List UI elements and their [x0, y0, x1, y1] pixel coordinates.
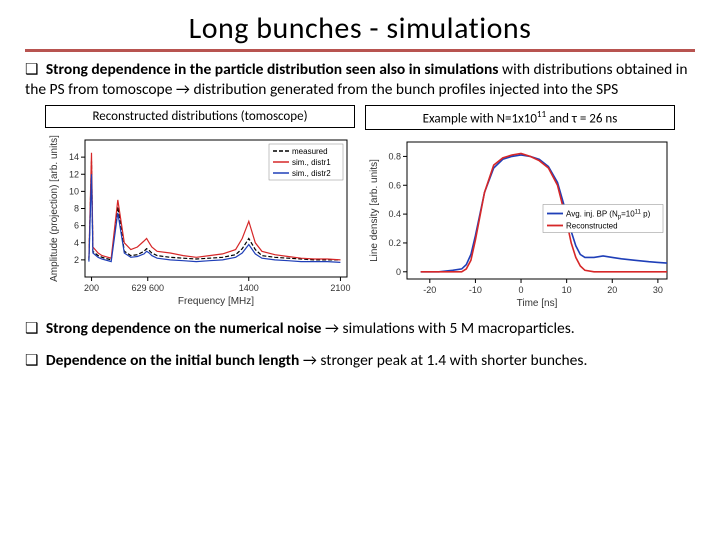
svg-text:Time [ns]: Time [ns]: [517, 298, 558, 309]
bullet-2-bold: Strong dependence on the numerical noise: [46, 319, 322, 338]
bullet-2-rest: → simulations with 5 M macroparticles.: [321, 319, 574, 338]
svg-text:sim., distr2: sim., distr2: [292, 169, 331, 178]
svg-text:12: 12: [69, 169, 79, 179]
svg-text:30: 30: [653, 285, 663, 295]
svg-text:Amplitude (projection) [arb. u: Amplitude (projection) [arb. units]: [49, 135, 60, 282]
bullet-marker-2: ❑: [25, 320, 42, 338]
slide-title: Long bunches - simulations: [25, 10, 695, 52]
right-caption-sup: 11: [537, 109, 546, 120]
bullet-1: ❑ Strong dependence in the particle dist…: [25, 60, 695, 99]
svg-text:Line density [arb. units]: Line density [arb. units]: [369, 159, 380, 262]
charts-row: Reconstructed distributions (tomoscope) …: [45, 105, 675, 309]
svg-text:1400: 1400: [239, 283, 259, 293]
right-chart-svg: 0 0.2 0.4 0.6 0.8 -20 -10 0 10 20 30 Time [ns] Line …: [365, 134, 675, 309]
bullet-marker-3: ❑: [25, 352, 42, 370]
bullet-marker-1: ❑: [25, 61, 42, 79]
svg-text:-10: -10: [469, 285, 482, 295]
svg-text:0.6: 0.6: [388, 181, 401, 191]
left-chart-caption: Reconstructed distributions (tomoscope): [45, 105, 355, 128]
svg-text:20: 20: [607, 285, 617, 295]
left-chart-area: 2 4 6 8 10 12 14 200 629 600 1400 2100 Frequency [M…: [45, 132, 355, 307]
svg-text:measured: measured: [292, 147, 328, 156]
right-chart-box: Example with N=1x1011 and τ = 26 ns 0 0.2…: [365, 105, 675, 309]
svg-text:10: 10: [562, 285, 572, 295]
right-chart-caption: Example with N=1x1011 and τ = 26 ns: [365, 105, 675, 130]
right-caption-suffix: and τ = 26 ns: [546, 111, 617, 126]
left-chart-box: Reconstructed distributions (tomoscope) …: [45, 105, 355, 309]
svg-text:2: 2: [74, 255, 79, 265]
svg-text:0.2: 0.2: [388, 238, 401, 248]
bullet-3-bold: Dependence on the initial bunch length: [46, 351, 299, 370]
svg-text:4: 4: [74, 238, 79, 248]
svg-text:2100: 2100: [330, 283, 350, 293]
svg-text:-20: -20: [423, 285, 436, 295]
right-chart-area: 0 0.2 0.4 0.6 0.8 -20 -10 0 10 20 30 Time [ns] Line …: [365, 134, 675, 309]
bullet-3: ❑ Dependence on the initial bunch length…: [25, 351, 695, 371]
svg-text:6: 6: [74, 221, 79, 231]
svg-text:0.4: 0.4: [388, 210, 401, 220]
svg-text:10: 10: [69, 187, 79, 197]
svg-text:sim., distr1: sim., distr1: [292, 158, 331, 167]
svg-text:Reconstructed: Reconstructed: [566, 222, 618, 231]
left-chart-svg: 2 4 6 8 10 12 14 200 629 600 1400 2100 Frequency [M…: [45, 132, 355, 307]
svg-text:629 600: 629 600: [131, 283, 164, 293]
svg-text:Frequency [MHz]: Frequency [MHz]: [178, 296, 254, 307]
svg-text:200: 200: [84, 283, 99, 293]
svg-text:8: 8: [74, 204, 79, 214]
bullet-1-bold: Strong dependence in the particle distri…: [46, 60, 499, 79]
svg-text:0: 0: [396, 267, 401, 277]
slide-container: Long bunches - simulations ❑ Strong depe…: [0, 0, 720, 387]
svg-text:0.8: 0.8: [388, 152, 401, 162]
right-caption-prefix: Example with N=1x10: [423, 111, 537, 126]
bullet-3-rest: → stronger peak at 1.4 with shorter bunc…: [299, 351, 587, 370]
svg-text:0: 0: [519, 285, 524, 295]
svg-text:14: 14: [69, 152, 79, 162]
bullet-2: ❑ Strong dependence on the numerical noi…: [25, 319, 695, 339]
